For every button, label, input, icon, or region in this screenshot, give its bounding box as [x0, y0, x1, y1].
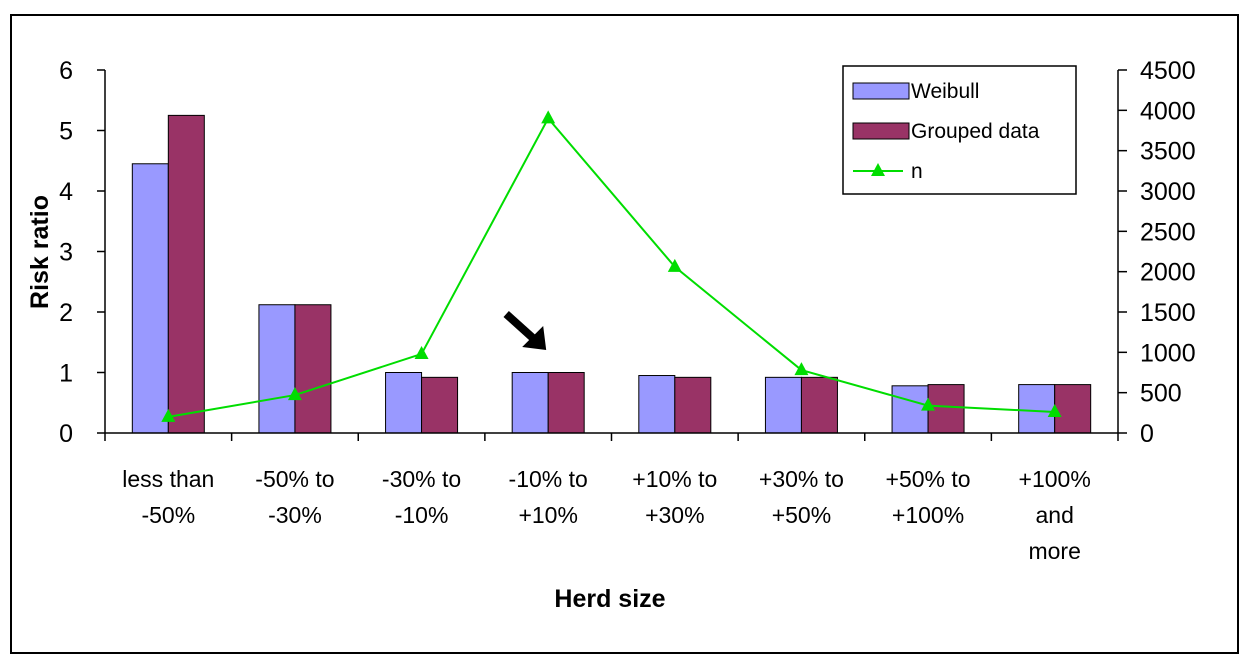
legend-swatch-weibull	[852, 82, 910, 100]
x-tick-label-line: less than	[122, 466, 214, 492]
x-tick-label-3: -10% to +10%	[509, 466, 588, 528]
x-tick-label-line: +30% to	[759, 466, 844, 492]
bar-grouped-data-7	[1054, 384, 1092, 434]
x-tick-label-line: and	[1036, 502, 1074, 528]
bar-weibull-5	[764, 376, 802, 434]
bar-weibull-4	[638, 375, 676, 434]
x-tick-label-line: -30%	[268, 502, 322, 528]
x-tick-label-line: more	[1028, 538, 1080, 564]
bar-weibull-1	[258, 304, 296, 434]
y2-tick-label-3000: 3000	[1140, 178, 1196, 206]
legend-label-n: n	[911, 160, 923, 183]
point-n-6	[921, 397, 936, 411]
x-tick-label-line: -50%	[141, 502, 195, 528]
line-layer	[161, 110, 1062, 422]
x-tick-label-line: +50%	[772, 502, 831, 528]
legend-label-weibull: Weibull	[911, 80, 979, 103]
y-tick-label-0: 0	[59, 420, 73, 448]
y-tick-label-4: 4	[59, 178, 73, 206]
x-tick-label-line: +10% to	[632, 466, 717, 492]
y2-tick-label-2000: 2000	[1140, 259, 1196, 287]
bar-grouped-data-4	[674, 376, 712, 434]
x-tick-label-2: -30% to -10%	[382, 466, 461, 528]
point-n-4	[667, 258, 682, 272]
legend: Weibull Grouped data n	[842, 65, 1077, 195]
bar-weibull-3	[511, 372, 549, 434]
y-tick-label-2: 2	[59, 299, 73, 327]
point-n-2	[414, 345, 429, 359]
x-tick-label-line: +10%	[518, 502, 577, 528]
y-tick-label-3: 3	[59, 239, 73, 267]
y2-tick-label-4000: 4000	[1140, 97, 1196, 125]
x-tick-label-4: +10% to +30%	[632, 466, 717, 528]
bar-grouped-data-2	[421, 376, 459, 434]
risk-ratio-chart: 0 1 2 3 4 5 6 0 500 1000 1500 2000 2500 3000 3500 4000 4…	[26, 57, 1196, 613]
x-tick-label-line: -10% to	[509, 466, 588, 492]
x-tick-label-7: +100% and more	[1019, 466, 1091, 564]
y-tick-label-1: 1	[59, 360, 73, 388]
y-tick-label-6: 6	[59, 57, 73, 85]
y-tick-label-5: 5	[59, 118, 73, 146]
x-tick-label-line: +30%	[645, 502, 704, 528]
legend-marker-n	[871, 163, 885, 176]
x-tick-label-line: +100%	[892, 502, 964, 528]
y2-tick-label-0: 0	[1140, 420, 1154, 448]
bar-grouped-data-1	[294, 304, 332, 434]
arrow-head	[522, 326, 547, 350]
point-n-0	[161, 408, 176, 422]
point-n-5	[794, 362, 809, 376]
y2-tick-label-500: 500	[1140, 380, 1182, 408]
legend-swatch-grouped-data	[852, 122, 910, 140]
arrow-shaft	[503, 311, 539, 344]
x-tick-label-5: +30% to +50%	[759, 466, 844, 528]
x-tick-label-6: +50% to +100%	[886, 466, 971, 528]
annotation-arrow-0	[503, 311, 547, 350]
y2-tick-label-2500: 2500	[1140, 218, 1196, 246]
bar-weibull-2	[385, 372, 423, 434]
legend-label-grouped-data: Grouped data	[911, 120, 1040, 143]
bar-grouped-data-0	[167, 114, 205, 434]
bar-weibull-7	[1018, 384, 1056, 434]
point-n-3	[541, 110, 556, 124]
bar-grouped-data-3	[547, 372, 585, 434]
x-tick-label-0: less than -50%	[122, 466, 214, 528]
x-tick-label-1: -50% to -30%	[255, 466, 334, 528]
point-n-1	[287, 387, 302, 401]
x-tick-label-line: +50% to	[886, 466, 971, 492]
x-tick-label-line: -10%	[395, 502, 449, 528]
y2-tick-label-1000: 1000	[1140, 339, 1196, 367]
annotation-layer	[503, 311, 547, 350]
point-n-7	[1047, 404, 1062, 418]
series-line-n	[168, 116, 1055, 418]
y2-tick-label-1500: 1500	[1140, 299, 1196, 327]
bar-weibull-0	[131, 163, 169, 434]
x-tick-label-line: -30% to	[382, 466, 461, 492]
x-tick-label-line: -50% to	[255, 466, 334, 492]
y2-tick-label-3500: 3500	[1140, 138, 1196, 166]
y-axis-title: Risk ratio	[26, 195, 54, 309]
x-axis-title: Herd size	[554, 585, 665, 613]
bar-grouped-data-5	[800, 376, 838, 434]
x-tick-label-line: +100%	[1019, 466, 1091, 492]
axes-layer: 0 1 2 3 4 5 6 0 500 1000 1500 2000 2500 3000 3500 4000 4…	[59, 57, 1196, 564]
y2-tick-label-4500: 4500	[1140, 57, 1196, 85]
